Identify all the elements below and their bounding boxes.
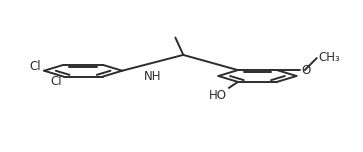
Text: Cl: Cl bbox=[50, 75, 62, 88]
Text: NH: NH bbox=[144, 70, 162, 83]
Text: CH₃: CH₃ bbox=[318, 51, 340, 64]
Text: O: O bbox=[301, 64, 310, 77]
Text: Cl: Cl bbox=[29, 60, 41, 73]
Text: HO: HO bbox=[209, 89, 227, 102]
